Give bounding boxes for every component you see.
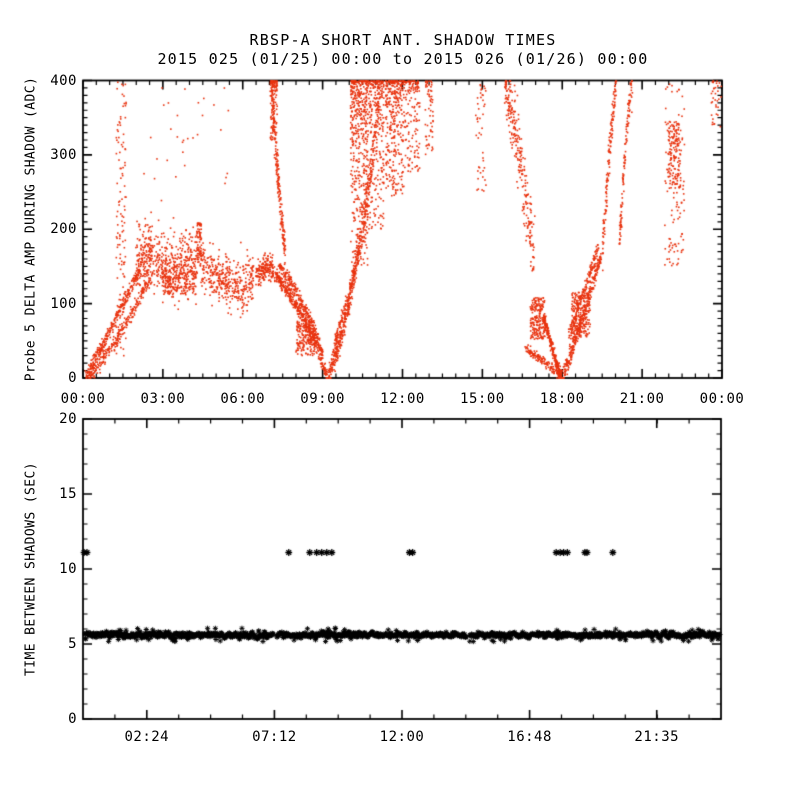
top-x-tick-label: 18:00 bbox=[539, 391, 585, 407]
top-y-tick-label: 300 bbox=[50, 146, 77, 163]
top-x-tick-label: 06:00 bbox=[220, 391, 266, 407]
bottom-y-tick-label: 10 bbox=[59, 561, 77, 577]
top-y-tick-label: 100 bbox=[50, 295, 77, 312]
bottom-x-tick-label: 12:00 bbox=[379, 729, 425, 745]
bottom-x-tick-label: 21:35 bbox=[634, 729, 680, 745]
top-y-tick-label: 0 bbox=[68, 370, 77, 386]
bottom-x-tick-label: 16:48 bbox=[507, 729, 552, 745]
top-x-tick-label: 15:00 bbox=[460, 391, 505, 407]
bottom-x-tick-label: 07:12 bbox=[252, 729, 297, 745]
top-x-tick-label: 00:00 bbox=[60, 391, 106, 407]
top-y-tick-label: 200 bbox=[50, 221, 77, 238]
top-x-tick-label: 09:00 bbox=[300, 391, 345, 407]
chart-title: RBSP-A SHORT ANT. SHADOW TIMES bbox=[249, 31, 557, 49]
top-x-tick-label: 12:00 bbox=[380, 391, 425, 407]
bottom-y-tick-label: 5 bbox=[68, 636, 77, 652]
chart-subtitle: 2015 025 (01/25) 00:00 to 2015 026 (01/2… bbox=[157, 50, 649, 68]
bottom-y-tick-label: 20 bbox=[59, 411, 77, 427]
top-y-tick-label: 400 bbox=[50, 72, 77, 89]
top-x-tick-label: 03:00 bbox=[140, 391, 186, 407]
top-x-tick-label: 00:00 bbox=[699, 391, 745, 407]
bottom-y-tick-label: 0 bbox=[68, 711, 77, 727]
bottom-x-tick-label: 02:24 bbox=[124, 729, 170, 745]
bottom-y-tick-label: 15 bbox=[59, 486, 77, 502]
top-x-tick-label: 21:00 bbox=[619, 391, 665, 407]
